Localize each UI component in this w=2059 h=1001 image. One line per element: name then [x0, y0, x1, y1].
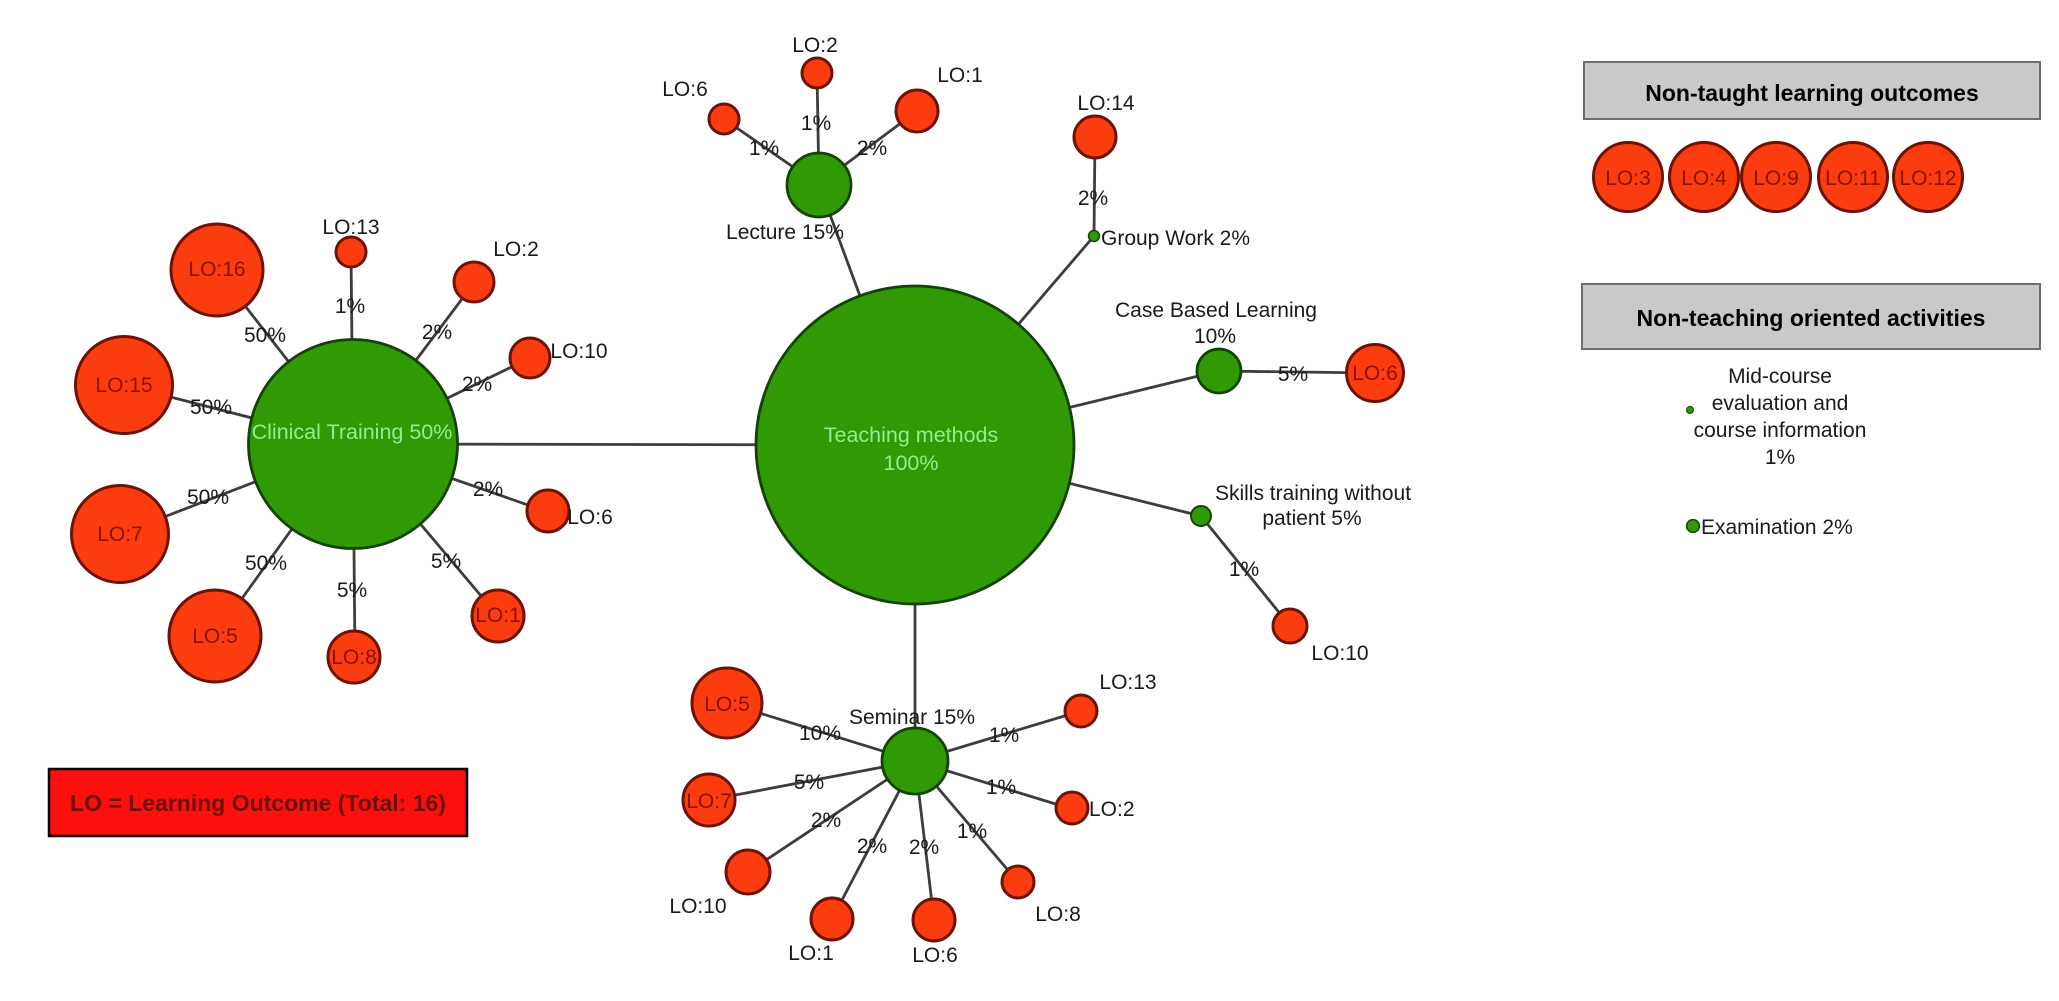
svg-text:2%: 2% — [857, 835, 887, 858]
svg-text:Case Based Learning: Case Based Learning — [1115, 299, 1317, 322]
svg-text:LO:15: LO:15 — [95, 374, 152, 397]
svg-text:2%: 2% — [909, 836, 939, 859]
svg-text:50%: 50% — [187, 486, 229, 509]
svg-text:LO:1: LO:1 — [788, 942, 834, 965]
svg-text:LO:11: LO:11 — [1825, 167, 1881, 190]
svg-text:1%: 1% — [1229, 558, 1259, 581]
svg-text:50%: 50% — [190, 396, 232, 419]
svg-text:2%: 2% — [422, 321, 452, 344]
svg-text:2%: 2% — [462, 373, 492, 396]
svg-text:Seminar 15%: Seminar 15% — [849, 706, 975, 729]
svg-text:Teaching methods: Teaching methods — [824, 423, 999, 447]
svg-text:Non-teaching oriented activiti: Non-teaching oriented activities — [1637, 305, 1986, 331]
svg-text:Non-taught learning outcomes: Non-taught learning outcomes — [1645, 80, 1979, 106]
svg-text:LO:2: LO:2 — [792, 34, 838, 57]
svg-text:10%: 10% — [799, 722, 841, 745]
svg-text:5%: 5% — [431, 550, 461, 573]
svg-text:Lecture 15%: Lecture 15% — [726, 221, 844, 244]
svg-text:LO:6: LO:6 — [662, 78, 708, 101]
svg-text:1%: 1% — [989, 724, 1019, 747]
svg-text:LO:6: LO:6 — [567, 506, 613, 529]
svg-text:LO:2: LO:2 — [1089, 798, 1135, 821]
svg-text:LO:10: LO:10 — [550, 340, 607, 363]
svg-text:Skills training without: Skills training without — [1215, 482, 1411, 505]
svg-text:LO:14: LO:14 — [1077, 92, 1135, 115]
svg-text:patient 5%: patient 5% — [1262, 507, 1361, 530]
svg-text:1%: 1% — [335, 295, 365, 318]
svg-text:LO:3: LO:3 — [1605, 167, 1651, 190]
svg-text:LO:6: LO:6 — [912, 944, 958, 967]
svg-text:LO:10: LO:10 — [669, 895, 726, 918]
svg-text:LO:7: LO:7 — [686, 790, 732, 813]
svg-text:LO:1: LO:1 — [475, 604, 521, 627]
svg-text:2%: 2% — [1078, 187, 1108, 210]
svg-text:LO:16: LO:16 — [188, 258, 245, 281]
svg-text:1%: 1% — [749, 137, 779, 160]
svg-text:evaluation and: evaluation and — [1712, 392, 1849, 415]
svg-text:LO:13: LO:13 — [322, 216, 379, 239]
svg-text:Group Work 2%: Group Work 2% — [1101, 227, 1250, 250]
svg-text:LO:6: LO:6 — [1352, 362, 1398, 385]
svg-text:LO:1: LO:1 — [937, 64, 983, 87]
svg-text:LO:9: LO:9 — [1753, 167, 1799, 190]
svg-text:Examination 2%: Examination 2% — [1701, 516, 1853, 539]
svg-text:10%: 10% — [1194, 325, 1236, 348]
svg-text:LO:7: LO:7 — [97, 523, 143, 546]
svg-text:LO = Learning Outcome (Total:: LO = Learning Outcome (Total: 16) — [70, 790, 446, 816]
svg-text:LO:12: LO:12 — [1899, 167, 1956, 190]
svg-text:50%: 50% — [245, 552, 287, 575]
svg-text:2%: 2% — [857, 137, 887, 160]
svg-text:LO:2: LO:2 — [493, 238, 539, 261]
svg-text:1%: 1% — [1765, 446, 1795, 469]
svg-text:5%: 5% — [337, 579, 367, 602]
svg-text:LO:4: LO:4 — [1681, 167, 1727, 190]
svg-text:100%: 100% — [884, 451, 939, 475]
svg-text:50%: 50% — [244, 324, 286, 347]
svg-text:2%: 2% — [811, 809, 841, 832]
svg-text:5%: 5% — [1278, 363, 1308, 386]
svg-text:1%: 1% — [986, 776, 1016, 799]
svg-text:LO:13: LO:13 — [1099, 671, 1156, 694]
svg-text:LO:5: LO:5 — [704, 693, 750, 716]
svg-text:LO:5: LO:5 — [192, 625, 238, 648]
svg-text:Mid-course: Mid-course — [1728, 365, 1832, 388]
svg-text:course information: course information — [1694, 419, 1867, 442]
svg-text:LO:8: LO:8 — [331, 646, 377, 669]
svg-text:1%: 1% — [957, 820, 987, 843]
svg-text:Clinical Training 50%: Clinical Training 50% — [252, 420, 453, 444]
svg-text:1%: 1% — [801, 112, 831, 135]
svg-text:LO:10: LO:10 — [1311, 642, 1368, 665]
svg-text:LO:8: LO:8 — [1035, 903, 1081, 926]
svg-text:5%: 5% — [794, 771, 824, 794]
svg-text:2%: 2% — [473, 478, 503, 501]
